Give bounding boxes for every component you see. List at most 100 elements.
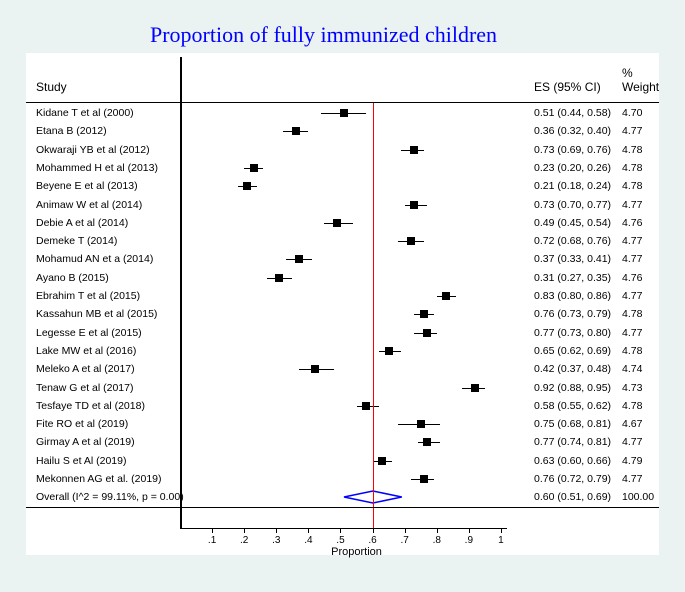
es-ci-text: 0.36 (0.32, 0.40) [534, 125, 611, 137]
study-label: Debie A et al (2014) [36, 217, 128, 229]
point-marker [423, 329, 431, 337]
x-tick [405, 528, 406, 533]
y-axis-line [180, 57, 182, 528]
point-marker [442, 292, 450, 300]
weight-text: 4.78 [622, 180, 642, 192]
point-marker [420, 310, 428, 318]
es-ci-text: 0.76 (0.72, 0.79) [534, 473, 611, 485]
weight-text: 4.77 [622, 199, 642, 211]
x-axis-line [180, 528, 507, 529]
study-label: Mohammed H et al (2013) [36, 162, 158, 174]
weight-text: 4.76 [622, 217, 642, 229]
x-axis-label: Proportion [331, 546, 382, 558]
es-ci-text: 0.73 (0.70, 0.77) [534, 199, 611, 211]
point-marker [340, 109, 348, 117]
weight-text: 4.77 [622, 235, 642, 247]
study-label: Girmay A et al (2019) [36, 436, 135, 448]
es-ci-text: 0.51 (0.44, 0.58) [534, 107, 611, 119]
es-ci-text: 0.42 (0.37, 0.48) [534, 363, 611, 375]
divider-bottom [26, 507, 659, 508]
point-marker [410, 201, 418, 209]
es-ci-text: 0.63 (0.60, 0.66) [534, 455, 611, 467]
weight-text: 4.79 [622, 455, 642, 467]
es-ci-text: 0.65 (0.62, 0.69) [534, 345, 611, 357]
weight-text: 4.76 [622, 272, 642, 284]
weight-text: 4.74 [622, 363, 642, 375]
x-tick [212, 528, 213, 533]
es-ci-text: 0.23 (0.20, 0.26) [534, 162, 611, 174]
column-header-weight: Weight [622, 80, 659, 94]
study-label: Legesse E et al (2015) [36, 327, 142, 339]
weight-text: 4.77 [622, 473, 642, 485]
point-marker [362, 402, 370, 410]
point-marker [410, 146, 418, 154]
study-label: Ayano B (2015) [36, 272, 109, 284]
point-marker [243, 182, 251, 190]
weight-text: 4.77 [622, 290, 642, 302]
weight-text: 4.78 [622, 400, 642, 412]
es-ci-text: 0.83 (0.80, 0.86) [534, 290, 611, 302]
study-label: Fite RO et al (2019) [36, 418, 128, 430]
point-marker [423, 438, 431, 446]
weight-text: 4.77 [622, 327, 642, 339]
divider-top [26, 102, 659, 103]
figure-canvas: Proportion of fully immunized children S… [0, 0, 685, 592]
es-ci-text: 0.49 (0.45, 0.54) [534, 217, 611, 229]
es-ci-text: 0.92 (0.88, 0.95) [534, 382, 611, 394]
x-tick-label: .3 [272, 535, 280, 546]
weight-text: 4.78 [622, 144, 642, 156]
weight-text: 4.78 [622, 308, 642, 320]
x-tick [244, 528, 245, 533]
x-tick-label: .8 [433, 535, 441, 546]
x-tick [340, 528, 341, 533]
x-tick [276, 528, 277, 533]
point-marker [471, 384, 479, 392]
point-marker [378, 457, 386, 465]
point-marker [292, 127, 300, 135]
x-tick-label: .7 [400, 535, 408, 546]
point-marker [275, 274, 283, 282]
point-marker [385, 347, 393, 355]
x-tick [437, 528, 438, 533]
column-header-study: Study [36, 80, 67, 94]
study-label: Okwaraji YB et al (2012) [36, 144, 150, 156]
study-label: Tenaw G et al (2017) [36, 382, 133, 394]
column-header-pct: % [622, 66, 633, 80]
es-ci-text: 0.73 (0.69, 0.76) [534, 144, 611, 156]
point-marker [420, 475, 428, 483]
weight-text: 4.78 [622, 162, 642, 174]
x-tick-label: .4 [304, 535, 312, 546]
point-marker [417, 420, 425, 428]
chart-title: Proportion of fully immunized children [150, 22, 497, 48]
x-tick [308, 528, 309, 533]
es-ci-text: 0.75 (0.68, 0.81) [534, 418, 611, 430]
point-marker [333, 219, 341, 227]
es-ci-text: 0.72 (0.68, 0.76) [534, 235, 611, 247]
study-label: Tesfaye TD et al (2018) [36, 400, 145, 412]
study-label: Demeke T (2014) [36, 235, 117, 247]
weight-text: 4.77 [622, 253, 642, 265]
overall-label: Overall (I^2 = 99.11%, p = 0.00) [36, 491, 184, 503]
weight-text: 100.00 [622, 491, 654, 503]
x-tick-label: .9 [465, 535, 473, 546]
study-label: Mohamud AN et a (2014) [36, 253, 153, 265]
es-ci-text: 0.31 (0.27, 0.35) [534, 272, 611, 284]
study-label: Meleko A et al (2017) [36, 363, 135, 375]
es-ci-text: 0.21 (0.18, 0.24) [534, 180, 611, 192]
x-tick-label: .2 [240, 535, 248, 546]
es-ci-text: 0.37 (0.33, 0.41) [534, 253, 611, 265]
weight-text: 4.78 [622, 345, 642, 357]
study-label: Kassahun MB et al (2015) [36, 308, 157, 320]
es-ci-text: 0.76 (0.73, 0.79) [534, 308, 611, 320]
weight-text: 4.73 [622, 382, 642, 394]
x-tick-label: .6 [368, 535, 376, 546]
x-tick [373, 528, 374, 533]
point-marker [295, 255, 303, 263]
study-label: Kidane T et al (2000) [36, 107, 134, 119]
study-label: Hailu S et Al (2019) [36, 455, 126, 467]
es-ci-text: 0.58 (0.55, 0.62) [534, 400, 611, 412]
point-marker [250, 164, 258, 172]
x-tick-label: .1 [208, 535, 216, 546]
weight-text: 4.70 [622, 107, 642, 119]
es-ci-text: 0.60 (0.51, 0.69) [534, 491, 611, 503]
